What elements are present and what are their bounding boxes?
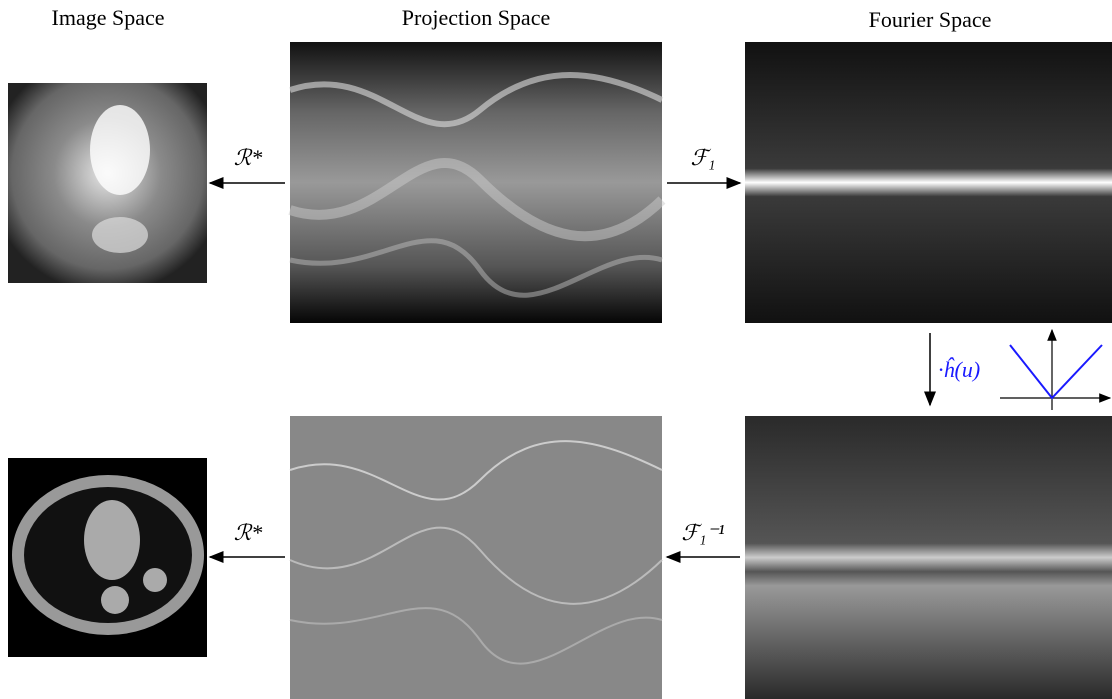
- diagram: Image Space Projection Space Fourier Spa…: [0, 0, 1112, 699]
- sinogram: [290, 42, 662, 323]
- arrow-label: ℱ₁: [691, 145, 716, 170]
- ct-image: [8, 458, 207, 657]
- header: Projection Space: [402, 5, 550, 30]
- arrow-label: ℱ₁⁻¹: [681, 520, 724, 545]
- arrow-label: ·ĥ(u): [938, 357, 980, 382]
- filtered-fourier-image: [745, 416, 1112, 699]
- fourier-image: [745, 42, 1112, 323]
- blurred-image: [8, 83, 207, 283]
- arrow-label: ℛ*: [234, 145, 263, 170]
- header: Fourier Space: [869, 7, 992, 32]
- filter-sketch: [1000, 330, 1110, 410]
- filtered-sinogram: [290, 416, 662, 699]
- arrow-label: ℛ*: [234, 520, 263, 545]
- header: Image Space: [52, 5, 165, 30]
